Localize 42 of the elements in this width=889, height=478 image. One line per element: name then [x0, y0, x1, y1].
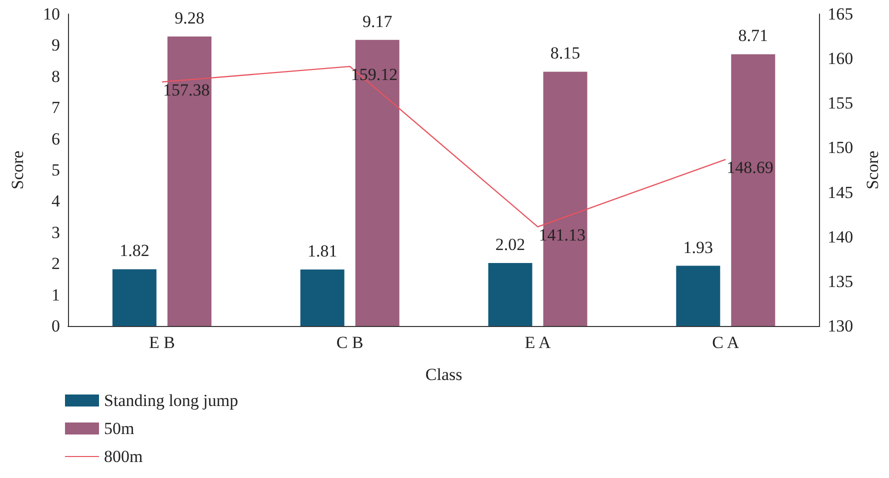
y-tick-label: 4 — [52, 192, 60, 211]
bar — [676, 266, 720, 326]
data-label: 1.81 — [307, 242, 338, 261]
bar — [112, 269, 156, 326]
data-label: 9.17 — [362, 12, 393, 31]
y2-tick-label: 155 — [828, 94, 854, 113]
data-label: 8.15 — [550, 44, 580, 63]
bar — [300, 270, 344, 326]
y2-tick-label: 140 — [828, 227, 854, 246]
y-tick-label: 2 — [52, 254, 60, 274]
y2-tick-label: 150 — [828, 138, 854, 158]
x-axis-title: Class — [425, 365, 462, 384]
y-tick-label: 1 — [52, 285, 60, 304]
y-tick-label: 0 — [52, 316, 60, 336]
y2-tick-label: 160 — [828, 49, 854, 68]
y2-axis-title: Score — [863, 150, 882, 190]
x-tick-label: E A — [524, 333, 552, 352]
legend-label: Standing long jump — [104, 391, 238, 410]
x-tick-label: E B — [148, 333, 175, 352]
y-tick-label: 7 — [52, 98, 60, 118]
data-label: 2.02 — [495, 234, 526, 254]
y-axis-title: Score — [8, 150, 27, 190]
y-tick-label: 9 — [52, 36, 60, 55]
data-label: 1.93 — [683, 238, 714, 257]
y-tick-label: 5 — [52, 160, 60, 180]
y2-tick-label: 130 — [828, 316, 854, 336]
bar — [488, 262, 532, 326]
y-tick-label: 10 — [43, 4, 60, 24]
x-tick-label: C A — [712, 333, 740, 352]
y2-tick-label: 135 — [828, 272, 854, 291]
data-label: 8.71 — [738, 26, 768, 46]
y2-tick-label: 165 — [828, 4, 854, 24]
y-tick-label: 3 — [52, 222, 60, 242]
legend-label: 50m — [104, 419, 134, 438]
y-tick-label: 8 — [52, 66, 60, 86]
line-series — [161, 66, 726, 228]
data-label: 9.28 — [174, 8, 204, 28]
y-tick-label: 6 — [52, 129, 60, 148]
x-tick-label: C B — [336, 333, 364, 352]
y2-tick-label: 145 — [828, 182, 854, 202]
data-label: 1.82 — [120, 241, 150, 260]
legend-label: 800m — [104, 447, 143, 466]
